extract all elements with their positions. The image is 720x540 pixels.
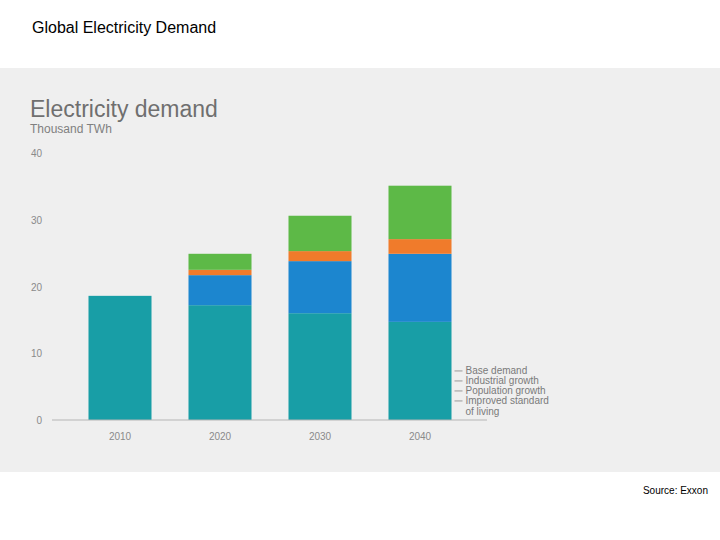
slide-title: Global Electricity Demand bbox=[32, 19, 216, 36]
bar-segment bbox=[389, 322, 452, 420]
bar-segment bbox=[89, 295, 152, 296]
y-tick-label: 20 bbox=[31, 282, 43, 293]
x-tick-label: 2020 bbox=[209, 431, 232, 442]
bar-segment bbox=[389, 254, 452, 322]
bars bbox=[89, 186, 452, 420]
bar-segment bbox=[89, 295, 152, 296]
y-tick bbox=[48, 219, 50, 220]
legend-leader bbox=[455, 400, 463, 401]
bar-segment bbox=[389, 186, 452, 239]
bar-segment bbox=[189, 305, 252, 420]
legend-label-line: Improved standard bbox=[466, 395, 549, 406]
legend-leader bbox=[455, 390, 463, 391]
bar-segment bbox=[89, 296, 152, 420]
bar-segment bbox=[189, 254, 252, 270]
y-tick bbox=[48, 286, 50, 287]
legend-label-line: of living bbox=[466, 406, 500, 417]
slide: Global Electricity Demand Source: Exxon El… bbox=[0, 0, 720, 540]
bar-segment bbox=[189, 275, 252, 305]
bar-segment bbox=[389, 239, 452, 254]
bar-segment bbox=[289, 216, 352, 251]
y-tick-label: 40 bbox=[31, 148, 43, 159]
y-tick-label: 0 bbox=[36, 415, 42, 426]
y-tick bbox=[48, 153, 50, 154]
bar-segment bbox=[189, 270, 252, 275]
legend-leader bbox=[455, 370, 463, 371]
y-tick-label: 10 bbox=[31, 348, 43, 359]
y-tick bbox=[48, 353, 50, 354]
x-tick-label: 2040 bbox=[409, 431, 432, 442]
y-tick bbox=[48, 420, 50, 421]
chart-title: Electricity demand bbox=[30, 96, 218, 122]
bar-segment bbox=[89, 295, 152, 296]
bar-segment bbox=[289, 251, 352, 261]
x-tick-label: 2010 bbox=[109, 431, 132, 442]
x-tick-label: 2030 bbox=[309, 431, 332, 442]
x-axis-line bbox=[52, 420, 487, 421]
bar-segment bbox=[289, 313, 352, 420]
chart-panel bbox=[0, 68, 720, 472]
legend-label: Improved standardof living bbox=[466, 395, 549, 417]
chart-subtitle: Thousand TWh bbox=[30, 122, 112, 136]
legend-leader bbox=[455, 380, 463, 381]
y-tick-label: 30 bbox=[31, 215, 43, 226]
slide-background bbox=[0, 0, 720, 540]
source: Source: Exxon bbox=[643, 485, 708, 496]
bar-segment bbox=[289, 261, 352, 313]
